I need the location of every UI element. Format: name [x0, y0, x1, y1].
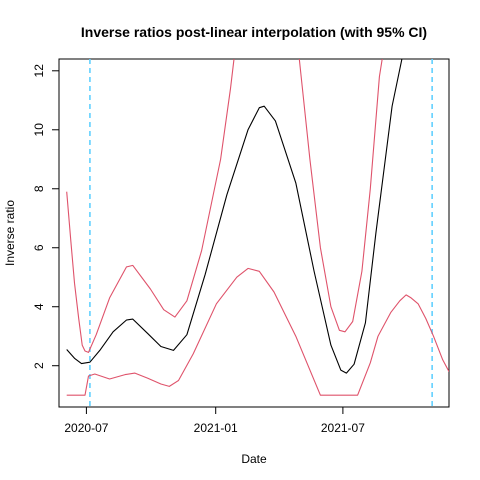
- y-tick-label: 8: [32, 185, 46, 192]
- x-tick-label: 2020-07: [64, 421, 108, 435]
- estimate-line-1: [66, 59, 403, 374]
- x-axis-label: Date: [241, 452, 267, 466]
- chart-title: Inverse ratios post-linear interpolation…: [81, 24, 427, 40]
- y-tick-label: 2: [32, 362, 46, 369]
- x-tick-label: 2021-07: [321, 421, 365, 435]
- upper-ci-line-3: [298, 59, 383, 333]
- y-tick-label: 4: [32, 303, 46, 310]
- y-axis: 2 4 6 8 10 12: [32, 64, 60, 369]
- plot-frame: [58, 58, 450, 408]
- x-tick-label: 2021-01: [194, 421, 238, 435]
- upper-ci-line-2: [66, 59, 235, 353]
- series-layer: [66, 59, 449, 396]
- y-tick-label: 6: [32, 244, 46, 251]
- y-tick-label: 10: [32, 123, 46, 137]
- reference-lines: [89, 59, 433, 407]
- x-axis: 2020-07 2021-01 2021-07: [64, 406, 365, 435]
- y-axis-label: Inverse ratio: [3, 200, 17, 266]
- lower-ci-line-4: [66, 267, 449, 396]
- y-tick-label: 12: [32, 64, 46, 78]
